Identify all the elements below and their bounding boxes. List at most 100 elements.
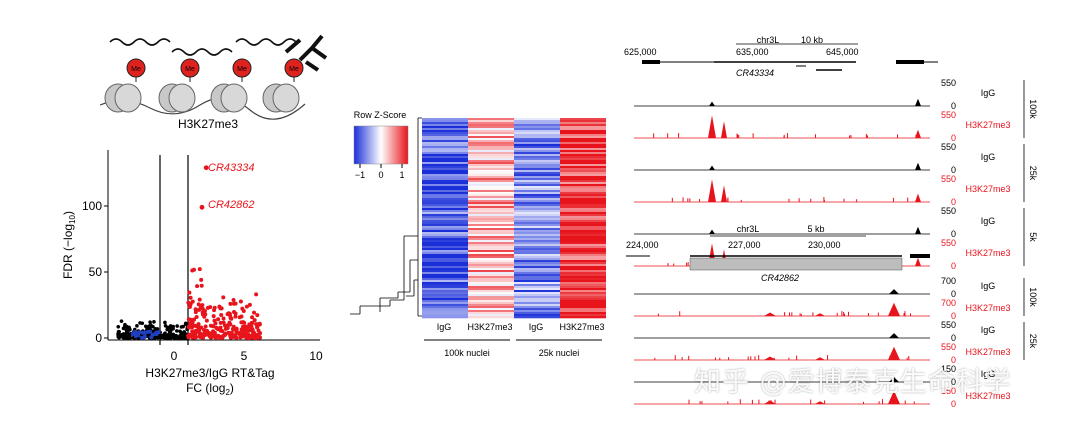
heatmap-cell	[560, 236, 606, 239]
heatmap-cell	[560, 256, 606, 259]
volcano-point	[247, 302, 252, 307]
heatmap-cell	[560, 314, 606, 317]
volcano-point	[255, 313, 260, 318]
heatmap-cell	[422, 214, 468, 217]
volcano-point	[214, 325, 219, 330]
heatmap-cell	[560, 208, 606, 211]
heatmap-cell	[468, 314, 514, 317]
heatmap-cell	[468, 196, 514, 199]
heatmap-cell	[514, 184, 560, 187]
volcano-point	[250, 320, 255, 325]
volcano-point	[192, 267, 197, 272]
depth-label: 25k	[1028, 166, 1038, 181]
heatmap-cell	[560, 128, 606, 131]
heatmap-cell	[560, 270, 606, 273]
zscore-legend-title: Row Z-Score	[354, 110, 407, 120]
zscore-tick: −1	[355, 170, 365, 180]
volcano-points	[116, 165, 263, 340]
volcano-point	[216, 317, 221, 322]
column-label: IgG	[529, 322, 544, 332]
heatmap-cell	[422, 158, 468, 161]
heatmap-cell	[514, 208, 560, 211]
heatmap-cell	[422, 122, 468, 125]
heatmap-cell	[560, 234, 606, 237]
track-peak	[915, 257, 921, 266]
track-label: IgG	[981, 369, 996, 379]
track-peak	[764, 356, 776, 360]
heatmap-cell	[422, 124, 468, 127]
track-peak	[889, 289, 899, 294]
depth-label: 100k	[1028, 99, 1038, 119]
heatmap-cell	[422, 232, 468, 235]
track-peak	[915, 98, 921, 106]
volcano-point	[179, 330, 183, 335]
volcano-point	[193, 307, 198, 312]
volcano-point	[219, 313, 224, 318]
heatmap-cell	[422, 230, 468, 233]
volcano-point	[199, 283, 204, 288]
volcano-point	[197, 267, 202, 272]
heatmap-cell	[422, 154, 468, 157]
volcano-point	[231, 301, 236, 306]
heatmap-cell	[560, 240, 606, 243]
volcano-point	[226, 330, 231, 335]
panel-a-figure: Me Me Me Me	[61, 34, 328, 397]
track-max: 550	[941, 110, 956, 120]
heatmap-cell	[514, 290, 560, 293]
heatmap-cell	[560, 154, 606, 157]
heatmap-cell	[514, 260, 560, 263]
volcano-xlabel-line1: H3K27me3/IgG RT&Tag	[145, 366, 274, 380]
track-label: IgG	[981, 152, 996, 162]
heatmap-cell	[514, 266, 560, 269]
heatmap-cell	[468, 280, 514, 283]
heatmap-cell	[422, 136, 468, 139]
track-max: 550	[941, 238, 956, 248]
heatmap-cell	[514, 244, 560, 247]
heatmap-cell	[468, 170, 514, 173]
heatmap-cell	[560, 186, 606, 189]
heatmap-cell	[514, 248, 560, 251]
heatmap-cell	[560, 278, 606, 281]
volcano-point	[238, 331, 243, 336]
heatmap-cell	[468, 210, 514, 213]
heatmap-cell	[514, 186, 560, 189]
heatmap-cell	[514, 300, 560, 303]
track-peak	[708, 115, 716, 138]
heatmap-cell	[560, 262, 606, 265]
heatmap-cell	[422, 208, 468, 211]
heatmap-cell	[422, 288, 468, 291]
heatmap-cell	[422, 178, 468, 181]
track-label: H3K27me3	[965, 248, 1010, 258]
volcano-point	[218, 328, 223, 333]
heatmap-cell	[514, 120, 560, 123]
heatmap-cell	[422, 256, 468, 259]
heatmap-cell	[468, 298, 514, 301]
track-peak	[915, 193, 921, 202]
heatmap-cell	[422, 286, 468, 289]
heatmap-cell	[468, 240, 514, 243]
heatmap-cell	[468, 122, 514, 125]
heatmap-cell	[514, 214, 560, 217]
heatmap-cell	[468, 126, 514, 129]
nucleosome-3: Me	[210, 58, 252, 113]
heatmap-cell	[422, 266, 468, 269]
volcano-point	[232, 327, 237, 332]
track-peak	[888, 346, 900, 360]
volcano-point	[225, 323, 230, 328]
heatmap-cell	[560, 150, 606, 153]
track-peak	[888, 302, 900, 316]
heatmap-cell	[560, 168, 606, 171]
heatmap-cell	[514, 222, 560, 225]
volcano-point	[148, 320, 152, 324]
heatmap-cell	[422, 162, 468, 165]
watermark: 知乎 @爱博泰克生命科学	[694, 367, 1012, 398]
volcano-point	[233, 314, 238, 319]
heatmap-cell	[422, 294, 468, 297]
heatmap-cell	[560, 200, 606, 203]
heatmap-cell	[514, 286, 560, 289]
heatmap-cell	[422, 224, 468, 227]
heatmap-cell	[560, 178, 606, 181]
heatmap-cell	[468, 306, 514, 309]
heatmap-cell	[468, 316, 514, 319]
annotation-cr43334: CR43334	[208, 162, 254, 174]
